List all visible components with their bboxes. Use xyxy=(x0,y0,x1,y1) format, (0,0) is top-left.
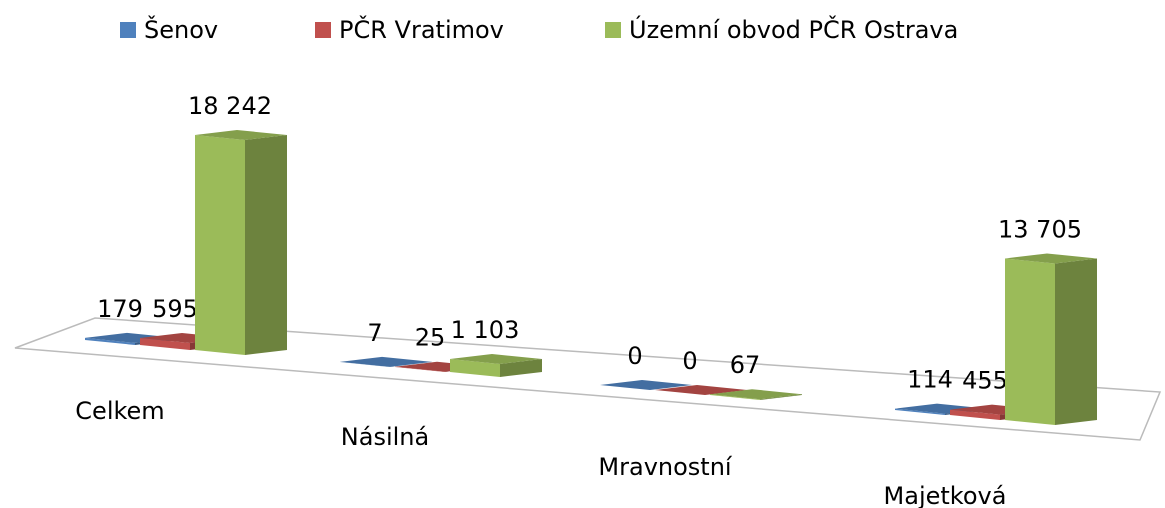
bar-top xyxy=(1005,253,1097,264)
bar-front xyxy=(340,361,390,367)
value-label: 0 xyxy=(627,342,642,370)
value-label: 25 xyxy=(415,324,446,352)
legend-label: PČR Vratimov xyxy=(339,14,504,44)
bar-top xyxy=(340,356,432,367)
value-label: 67 xyxy=(730,351,761,379)
value-label: 18 242 xyxy=(188,92,272,120)
x-tick-label: Mravnostní xyxy=(598,453,733,481)
bar-front xyxy=(710,394,760,400)
x-tick-label: Majetková xyxy=(884,482,1007,508)
bar-front xyxy=(895,408,945,415)
bar-front xyxy=(450,359,500,377)
bar-side xyxy=(760,394,802,400)
bar xyxy=(710,389,802,400)
value-label: 179 xyxy=(97,295,143,323)
value-label: 0 xyxy=(682,347,697,375)
bar-top xyxy=(710,389,802,400)
legend-swatch xyxy=(120,22,136,38)
bar-side xyxy=(500,359,542,377)
value-label: 114 xyxy=(907,366,953,394)
bar-front xyxy=(195,135,245,355)
value-label: 595 xyxy=(152,295,198,323)
floor xyxy=(14,317,1162,441)
bar-side xyxy=(245,135,287,355)
bar-top xyxy=(655,385,747,395)
x-tick-label: Násilná xyxy=(341,423,429,451)
bar-side xyxy=(1055,258,1097,425)
legend-swatch xyxy=(605,22,621,38)
bar-front xyxy=(85,337,135,345)
bar xyxy=(655,385,747,395)
value-label: 455 xyxy=(962,367,1008,395)
bar xyxy=(340,356,432,367)
bar xyxy=(600,380,692,390)
bar xyxy=(195,130,287,355)
bar xyxy=(450,354,542,377)
bar xyxy=(1005,253,1097,425)
bar-front xyxy=(1005,258,1055,425)
legend-label: Šenov xyxy=(144,14,218,44)
value-label: 1 103 xyxy=(451,316,520,344)
bar-front xyxy=(950,409,1000,420)
bar-top xyxy=(450,354,542,365)
bar-side xyxy=(390,361,432,367)
bar-front xyxy=(395,366,445,372)
value-label: 13 705 xyxy=(998,215,1082,243)
legend-label: Územní obvod PČR Ostrava xyxy=(629,14,958,44)
legend-swatch xyxy=(315,22,331,38)
bar-top xyxy=(600,380,692,390)
value-label: 7 xyxy=(367,319,382,347)
bar-top xyxy=(195,130,287,140)
bar-front xyxy=(140,337,190,350)
x-tick-label: Celkem xyxy=(75,397,164,425)
